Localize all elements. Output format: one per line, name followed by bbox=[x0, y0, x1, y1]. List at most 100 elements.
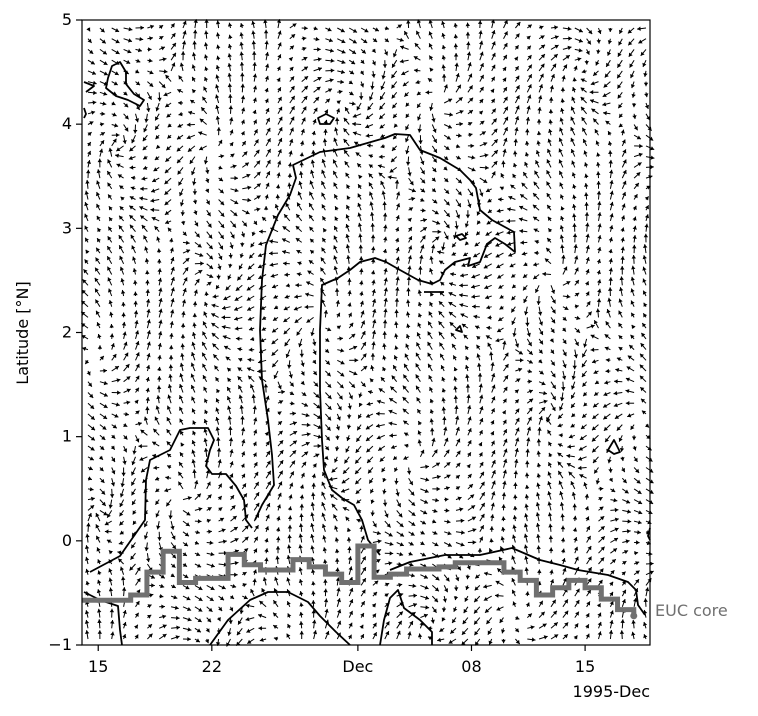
vector-arrowhead bbox=[273, 625, 278, 629]
vector-arrowhead bbox=[584, 162, 589, 167]
vector-arrowhead bbox=[137, 421, 142, 426]
vector-arrowhead bbox=[465, 232, 469, 237]
vector-arrowhead bbox=[538, 84, 543, 89]
vector-arrowhead bbox=[430, 427, 435, 432]
vector-arrowhead bbox=[158, 298, 163, 302]
vector-arrowhead bbox=[357, 212, 362, 217]
vector-arrowhead bbox=[526, 332, 531, 337]
vector-arrowhead bbox=[512, 601, 517, 606]
vector-arrowhead bbox=[499, 186, 505, 191]
vector-arrowhead bbox=[382, 331, 387, 335]
vector-arrowhead bbox=[101, 39, 106, 44]
vector-arrowhead bbox=[95, 513, 100, 518]
vector-arrowhead bbox=[466, 51, 472, 56]
vector-arrowhead bbox=[503, 87, 507, 92]
vector-arrowhead bbox=[381, 468, 386, 473]
vector-arrowhead bbox=[157, 277, 163, 282]
vector-arrowhead bbox=[459, 293, 463, 298]
vector-arrowhead bbox=[420, 449, 425, 454]
vector-arrowhead bbox=[145, 279, 150, 284]
vector-arrowhead bbox=[438, 311, 443, 316]
vector-arrowhead bbox=[234, 296, 239, 301]
vector-arrowhead bbox=[329, 48, 334, 53]
vector-arrowhead bbox=[348, 80, 353, 84]
vector-arrowhead bbox=[119, 185, 124, 190]
vector-arrowhead bbox=[196, 530, 200, 535]
vector-arrowhead bbox=[476, 211, 481, 216]
vector-arrowhead bbox=[287, 364, 292, 369]
vector-arrowhead bbox=[495, 338, 500, 343]
vector-arrowhead bbox=[477, 548, 483, 552]
vector-arrowhead bbox=[525, 128, 530, 133]
vector-arrowhead bbox=[317, 443, 322, 449]
vector-arrowhead bbox=[574, 255, 579, 260]
vector-arrowhead bbox=[579, 474, 584, 479]
vector-arrowhead bbox=[225, 356, 230, 361]
vector-arrowhead bbox=[431, 437, 436, 442]
vector-arrowhead bbox=[143, 416, 149, 421]
vector-arrowhead bbox=[492, 118, 497, 123]
vector-arrowhead bbox=[310, 250, 315, 255]
vector-arrowhead bbox=[145, 299, 151, 303]
vector-arrowhead bbox=[133, 280, 138, 284]
vector-arrowhead bbox=[382, 343, 387, 348]
vector-arrowhead bbox=[551, 309, 556, 314]
vector-arrowhead bbox=[218, 139, 223, 144]
vector-arrowhead bbox=[448, 292, 453, 296]
vector-arrowhead bbox=[317, 415, 322, 419]
vector-arrowhead bbox=[526, 45, 531, 50]
vector-arrowhead bbox=[388, 561, 393, 566]
vector-arrowhead bbox=[132, 500, 136, 505]
vector-arrowhead bbox=[124, 127, 129, 132]
vector-arrowhead bbox=[445, 508, 450, 513]
vector-arrowhead bbox=[114, 123, 119, 128]
vector-arrowhead bbox=[528, 64, 532, 69]
vector-arrowhead bbox=[322, 138, 328, 143]
vector-arrowhead bbox=[371, 603, 376, 608]
vector-arrowhead bbox=[348, 312, 352, 317]
vector-arrowhead bbox=[572, 233, 578, 238]
vector-arrowhead bbox=[205, 628, 210, 633]
vector-arrowhead bbox=[317, 67, 322, 72]
vector-arrowhead bbox=[358, 393, 363, 398]
vector-arrowhead bbox=[410, 491, 415, 496]
vector-arrowhead bbox=[343, 117, 348, 122]
vector-arrowhead bbox=[571, 413, 576, 417]
vector-arrowhead bbox=[183, 277, 188, 282]
vector-arrowhead bbox=[228, 620, 233, 624]
vector-arrowhead bbox=[286, 555, 291, 559]
vector-arrowhead bbox=[302, 36, 307, 41]
vector-arrowhead bbox=[491, 76, 495, 81]
vector-arrowhead bbox=[145, 270, 150, 275]
vector-arrowhead bbox=[195, 233, 200, 238]
vector-arrowhead bbox=[584, 183, 589, 187]
vector-arrowhead bbox=[527, 613, 532, 618]
vector-arrowhead bbox=[503, 137, 508, 142]
vector-arrowhead bbox=[450, 272, 454, 277]
vector-arrowhead bbox=[336, 598, 341, 603]
vector-arrowhead bbox=[359, 291, 364, 296]
vector-arrowhead bbox=[164, 169, 169, 174]
vector-arrowhead bbox=[361, 589, 366, 594]
vector-arrowhead bbox=[276, 504, 281, 509]
vector-arrowhead bbox=[203, 386, 208, 391]
vector-arrowhead bbox=[408, 207, 413, 212]
vector-arrowhead bbox=[203, 42, 209, 47]
vector-arrowhead bbox=[123, 448, 128, 453]
vector-arrowhead bbox=[145, 397, 150, 401]
vector-arrowhead bbox=[551, 299, 556, 304]
vector-arrowhead bbox=[85, 581, 90, 585]
vector-arrowhead bbox=[429, 67, 434, 72]
vector-arrowhead bbox=[321, 204, 326, 209]
vector-arrowhead bbox=[395, 237, 400, 242]
vector-arrowhead bbox=[182, 552, 187, 556]
vector-arrowhead bbox=[324, 109, 328, 114]
vector-arrowhead bbox=[471, 516, 476, 521]
vector-arrowhead bbox=[515, 105, 520, 110]
vector-arrowhead bbox=[543, 399, 548, 404]
vector-arrowhead bbox=[204, 77, 209, 82]
vector-arrowhead bbox=[359, 624, 364, 629]
vector-arrowhead bbox=[299, 161, 304, 166]
vector-arrowhead bbox=[536, 463, 542, 467]
vector-arrowhead bbox=[245, 210, 250, 215]
